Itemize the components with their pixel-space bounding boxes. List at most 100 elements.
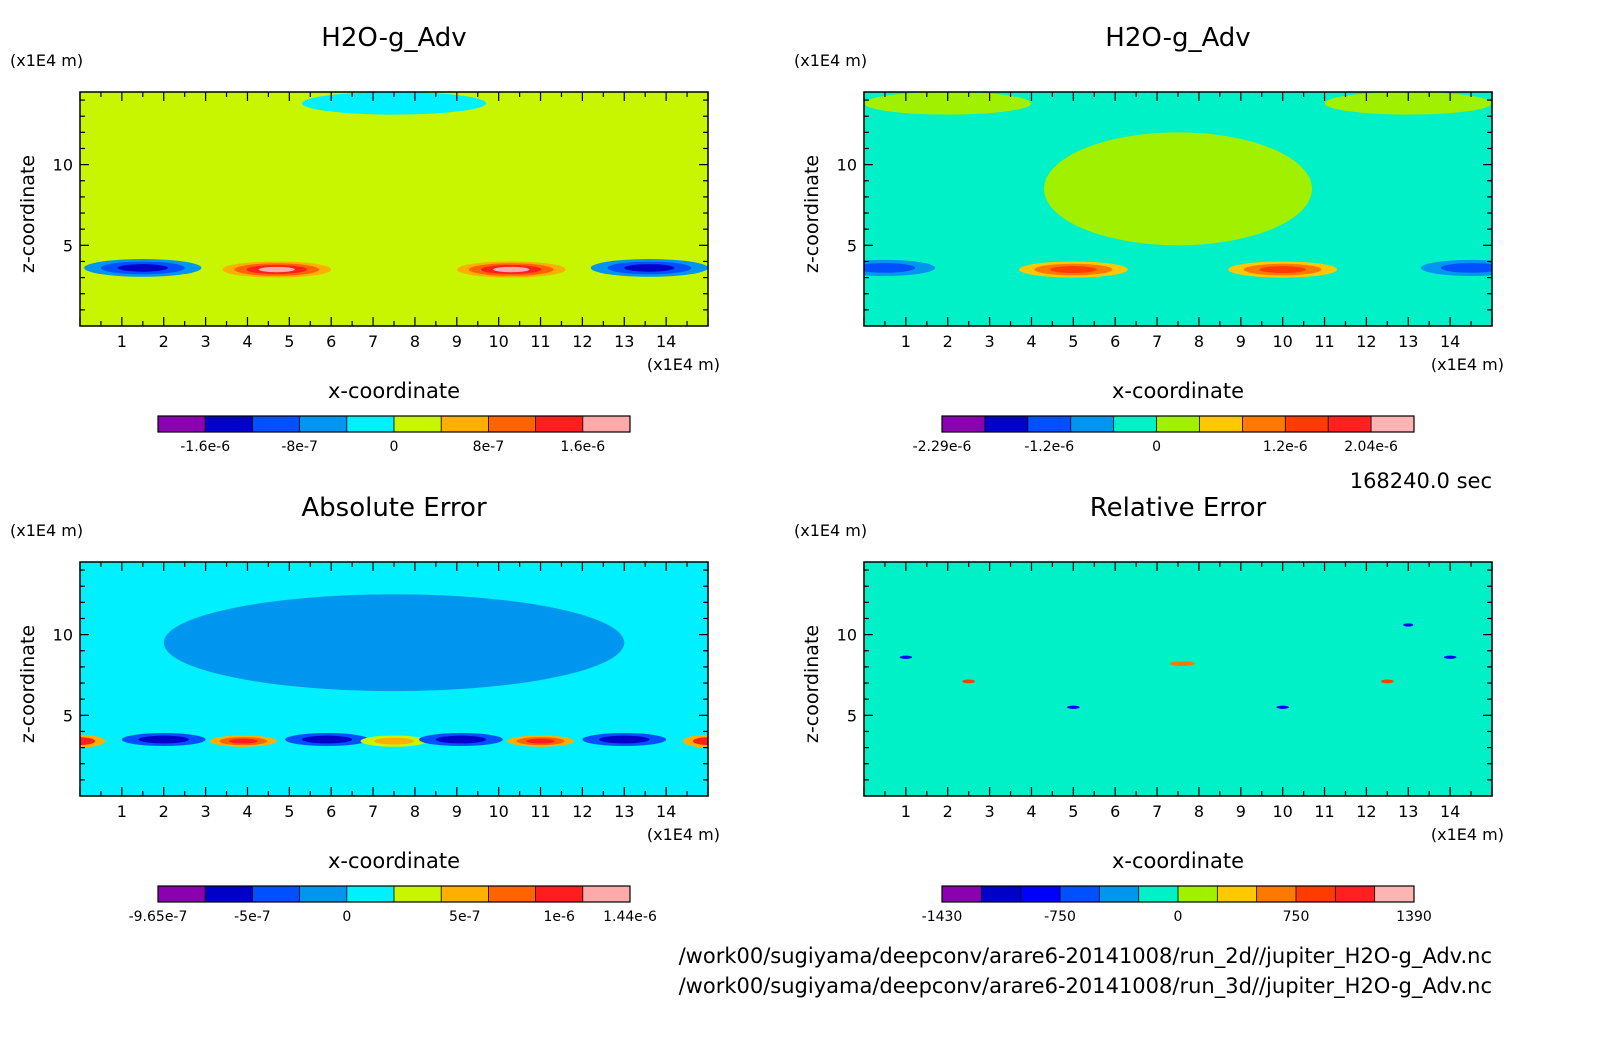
x-tick-label: 6 <box>326 332 336 351</box>
colorbar-tick-label: 5e-7 <box>449 909 480 925</box>
colorbar-segment <box>1242 416 1286 432</box>
colorbar-segment <box>488 886 537 902</box>
chart-title: H2O-g_Adv <box>1105 23 1250 53</box>
colorbar-tick-label: 1.2e-6 <box>1263 439 1308 455</box>
x-tick-label: 9 <box>1236 332 1246 351</box>
x-axis-label: x-coordinate <box>328 849 460 873</box>
colorbar-segment <box>205 886 253 902</box>
colorbar-tick-label: -9.65e-7 <box>129 909 188 925</box>
chart-title: Relative Error <box>1090 493 1267 523</box>
y-tick-label: 10 <box>837 626 857 645</box>
colorbar-tick-label: 750 <box>1283 909 1310 925</box>
x-unit-label: (x1E4 m) <box>1431 355 1504 374</box>
contour-feature-2-level-1 <box>899 655 913 659</box>
x-tick-label: 9 <box>1236 802 1246 821</box>
contour-feature-2-level-4 <box>258 266 295 273</box>
colorbar-segment <box>1285 416 1329 432</box>
x-tick-label: 7 <box>1152 802 1162 821</box>
chart-title: Absolute Error <box>301 493 487 523</box>
x-tick-label: 2 <box>943 802 953 821</box>
x-tick-label: 5 <box>1068 332 1078 351</box>
colorbar-tick-label: 1.44e-6 <box>603 909 657 925</box>
x-tick-label: 10 <box>488 802 508 821</box>
y-tick-label: 10 <box>53 156 73 175</box>
colorbar-tick-label: 1e-6 <box>543 909 575 925</box>
contour-feature-4-level-3 <box>624 264 675 272</box>
x-tick-label: 3 <box>985 332 995 351</box>
colorbar-segment <box>158 886 206 902</box>
colorbar-segment <box>1113 416 1158 432</box>
x-tick-label: 14 <box>1440 332 1460 351</box>
x-axis-label: x-coordinate <box>1112 379 1244 403</box>
y-axis-label: z-coordinate <box>801 155 823 273</box>
time-label: 168240.0 sec <box>1350 469 1492 493</box>
x-tick-label: 5 <box>1068 802 1078 821</box>
x-axis-label: x-coordinate <box>328 379 460 403</box>
x-tick-label: 6 <box>1110 802 1120 821</box>
x-tick-label: 5 <box>284 332 294 351</box>
colorbar-segment <box>1296 886 1336 902</box>
colorbar-segment <box>1020 886 1061 902</box>
colorbar-segment <box>252 416 301 432</box>
colorbar-segment <box>535 416 584 432</box>
colorbar-segment <box>535 886 584 902</box>
y-axis-label: z-coordinate <box>801 625 823 743</box>
colorbar-segment <box>1371 416 1415 432</box>
colorbar-segment <box>1335 886 1376 902</box>
x-tick-label: 7 <box>368 332 378 351</box>
contour-feature-8-level-3 <box>526 738 555 744</box>
contour-feature-3-level-4 <box>493 266 530 273</box>
contour-feature-7-level-2 <box>435 735 487 744</box>
x-tick-label: 2 <box>159 332 169 351</box>
colorbar-segment <box>394 886 442 902</box>
colorbar-tick-label: 0 <box>1152 439 1161 455</box>
x-tick-label: 4 <box>1026 332 1036 351</box>
colorbar-tick-label: -1.6e-6 <box>180 439 230 455</box>
colorbar-segment <box>1138 886 1179 902</box>
x-tick-label: 14 <box>656 332 676 351</box>
contour-feature-3-level-2 <box>138 735 189 744</box>
colorbar-segment <box>1060 886 1100 902</box>
x-tick-label: 11 <box>530 802 550 821</box>
x-tick-label: 3 <box>201 332 211 351</box>
x-tick-label: 10 <box>1272 332 1292 351</box>
chart-title: H2O-g_Adv <box>321 23 466 53</box>
x-unit-label: (x1E4 m) <box>647 355 720 374</box>
x-tick-label: 1 <box>901 332 911 351</box>
colorbar-segment <box>942 416 986 432</box>
x-tick-label: 11 <box>1314 802 1334 821</box>
x-tick-label: 9 <box>452 332 462 351</box>
x-tick-label: 1 <box>901 802 911 821</box>
colorbar-tick-label: -8e-7 <box>281 439 318 455</box>
x-tick-label: 7 <box>1152 332 1162 351</box>
colorbar: -1430 -750 0 750 1390 <box>922 885 1432 925</box>
x-tick-label: 13 <box>614 332 634 351</box>
contour-feature-5-level-1 <box>1276 705 1289 709</box>
x-tick-label: 2 <box>159 802 169 821</box>
colorbar-segment <box>1027 416 1072 432</box>
colorbar-segment <box>1256 886 1297 902</box>
y-tick-label: 5 <box>847 706 857 725</box>
contour-feature-4-level-1 <box>1169 661 1195 667</box>
colorbar-segment <box>1374 886 1415 902</box>
colorbar-segment <box>1156 416 1200 432</box>
colorbar-segment <box>1070 416 1115 432</box>
x-tick-label: 8 <box>1194 332 1204 351</box>
colorbar-tick-label: 8e-7 <box>473 439 504 455</box>
contour-feature-10-level-2 <box>692 737 708 746</box>
x-tick-label: 12 <box>572 332 592 351</box>
x-tick-label: 10 <box>1272 802 1292 821</box>
colorbar-segment <box>158 416 206 432</box>
colorbar-segment <box>299 416 348 432</box>
x-tick-label: 11 <box>530 332 550 351</box>
contour-feature-6-level-1 <box>1381 679 1394 684</box>
x-tick-label: 13 <box>614 802 634 821</box>
x-tick-label: 8 <box>1194 802 1204 821</box>
y-tick-label: 5 <box>63 236 73 255</box>
x-tick-label: 7 <box>368 802 378 821</box>
x-tick-label: 6 <box>1110 332 1120 351</box>
